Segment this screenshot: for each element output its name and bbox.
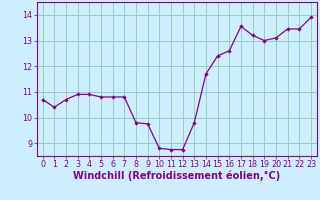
X-axis label: Windchill (Refroidissement éolien,°C): Windchill (Refroidissement éolien,°C) (73, 171, 280, 181)
